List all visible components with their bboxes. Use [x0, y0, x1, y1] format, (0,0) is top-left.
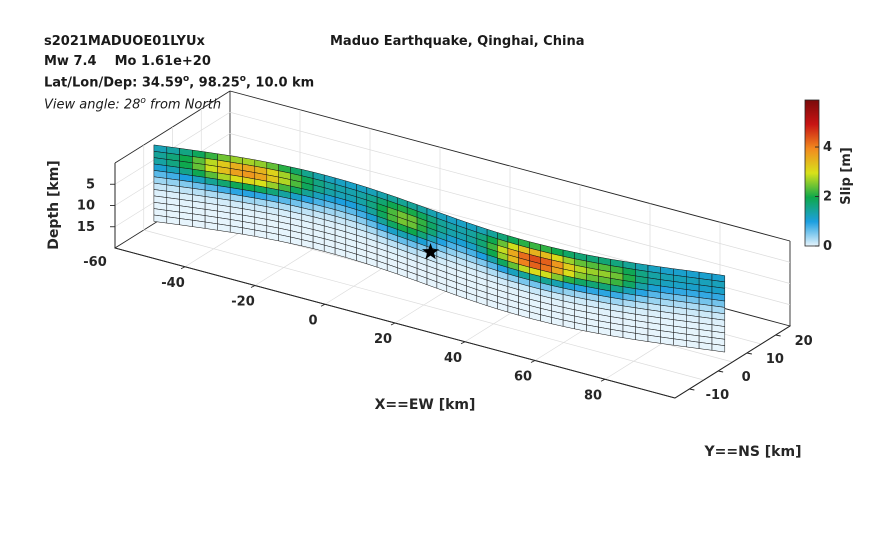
- z-tick-label: 10: [77, 199, 95, 214]
- y-tick-label: -10: [706, 388, 730, 403]
- fault-surface: [153, 144, 726, 353]
- z-tick-label: 15: [77, 220, 95, 235]
- colorbar-tick-label: 0: [823, 239, 832, 254]
- magnitude: Mw 7.4: [44, 54, 97, 69]
- grid-line: [229, 111, 791, 263]
- x-tick: [530, 360, 536, 363]
- y-tick-label: 0: [742, 370, 751, 385]
- view-angle: View angle: 28o from North: [44, 96, 221, 112]
- slip-patch: [698, 342, 713, 351]
- lon-text: , 98.25: [189, 75, 240, 91]
- grid-line: [229, 133, 791, 284]
- y-axis-label: Y==NS [km]: [704, 444, 802, 460]
- slip-patch: [673, 338, 687, 348]
- hypocenter-star: [422, 243, 440, 260]
- z-axis-label: Depth [km]: [46, 160, 62, 249]
- colorbar-tick-label: 4: [823, 140, 832, 155]
- x-tick-label: 80: [584, 388, 602, 403]
- moment: Mo 1.61e+20: [114, 54, 211, 69]
- y-axis-line: [674, 325, 791, 399]
- x-tick-label: -40: [161, 276, 185, 291]
- colorbar: Slip [m] 0 2 4: [804, 99, 854, 254]
- colorbar-tick-label: 2: [823, 190, 832, 205]
- slip-patch: [179, 218, 193, 227]
- degree-sign: o: [239, 74, 246, 84]
- y-tick-label: 20: [795, 334, 813, 349]
- x-tick: [390, 322, 396, 326]
- x-tick: [320, 303, 326, 307]
- depth-text: , 10.0 km: [245, 75, 315, 91]
- x-tick: [250, 285, 256, 288]
- colorbar-ramp: [804, 99, 820, 247]
- x-tick: [600, 378, 606, 382]
- x-tick-label: 20: [374, 332, 392, 347]
- colorbar-label: Slip [m]: [839, 147, 854, 205]
- y-tick: [746, 352, 752, 355]
- lat-text: Lat/Lon/Dep: 34.59: [44, 75, 183, 91]
- magnitude-line: Mw 7.4 Mo 1.61e+20: [44, 54, 211, 69]
- y-tick: [689, 388, 695, 391]
- x-tick: [180, 266, 186, 270]
- x-tick-label: -20: [231, 295, 255, 310]
- x-tick-label: 40: [444, 351, 462, 366]
- chart-title: Maduo Earthquake, Qinghai, China: [330, 34, 585, 49]
- x-axis-label: X==EW [km]: [375, 397, 476, 413]
- y-tick: [775, 334, 781, 337]
- event-id: s2021MADUOE01LYUx: [44, 34, 205, 49]
- x-tick-label: -60: [83, 255, 107, 270]
- tick-layer: -40 -20 0 20 40 60 80 -60 -10 0 10 20 5 10 15: [77, 177, 813, 403]
- x-tick-label: 0: [308, 313, 317, 328]
- slip-patch: [153, 214, 168, 224]
- location-line: Lat/Lon/Dep: 34.59o, 98.25o, 10.0 km: [44, 74, 314, 90]
- view-angle-suffix: from North: [145, 97, 222, 113]
- y-tick: [718, 370, 724, 373]
- degree-sign: o: [140, 96, 146, 106]
- x-tick: [460, 341, 466, 345]
- x-tick-label: 60: [514, 370, 532, 385]
- y-tick-label: 10: [766, 352, 784, 367]
- view-angle-prefix: View angle: 28: [44, 97, 141, 113]
- degree-sign: o: [183, 74, 190, 84]
- slip-patch: [711, 343, 726, 353]
- grid-line: [143, 229, 704, 381]
- z-tick-label: 5: [86, 177, 95, 192]
